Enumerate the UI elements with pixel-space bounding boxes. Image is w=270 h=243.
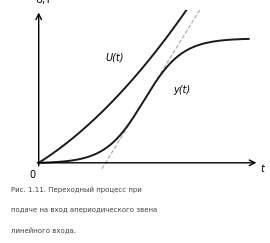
Text: y(t): y(t)	[173, 85, 190, 95]
Text: U,Y: U,Y	[36, 0, 52, 5]
Text: U(t): U(t)	[106, 53, 124, 63]
Text: подаче на вход апериодического звена: подаче на вход апериодического звена	[11, 207, 157, 213]
Text: t: t	[260, 164, 264, 174]
Text: Рис. 1.11. Переходный процесс при: Рис. 1.11. Переходный процесс при	[11, 187, 141, 193]
Text: линейного входа.: линейного входа.	[11, 227, 76, 234]
Text: 0: 0	[29, 170, 35, 180]
